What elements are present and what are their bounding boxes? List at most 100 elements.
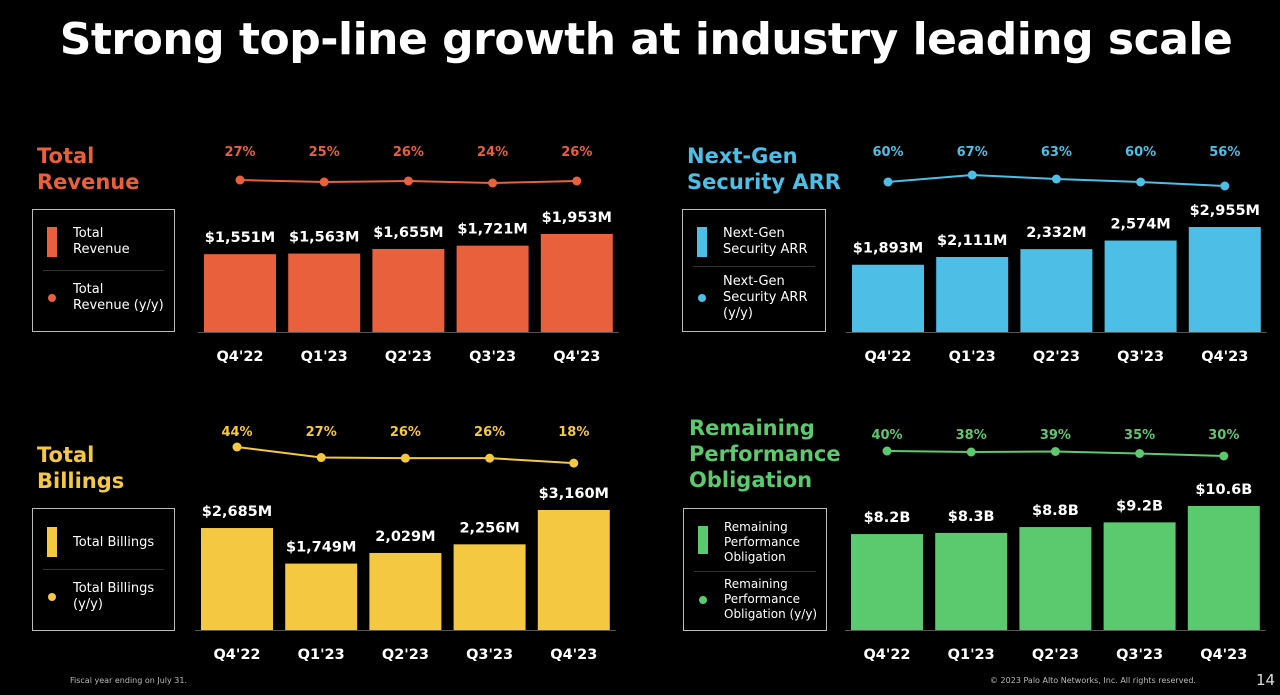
x-tick-label: Q3'23 [1117,349,1164,365]
bar [369,552,442,630]
bar-value-label: $1,655M [373,225,443,241]
dot-swatch-icon [48,294,56,302]
yoy-point [967,170,977,180]
yoy-label: 26% [393,145,424,160]
bar-value-label: 2,332M [1026,225,1086,241]
x-tick-label: Q3'23 [1116,647,1163,663]
yoy-label: 35% [1124,428,1155,443]
bar-swatch-icon [47,227,57,257]
bar-value-label: $8.2B [864,510,911,526]
yoy-label: 39% [1040,428,1071,443]
bar [453,544,526,630]
yoy-label: 44% [221,425,252,440]
yoy-point [235,175,245,185]
x-tick-label: Q2'23 [382,647,429,663]
rpo-legend: Remaining Performance Obligation Remaini… [683,508,827,631]
billings-legend: Total Billings Total Billings (y/y) [32,508,175,631]
bar-value-label: $10.6B [1195,482,1252,498]
yoy-label: 24% [477,145,508,160]
yoy-label: 18% [558,425,589,440]
bar [288,253,361,332]
bar [851,534,923,630]
x-tick-label: Q3'23 [466,647,513,663]
bar-value-label: $1,749M [286,540,356,556]
yoy-point [1051,174,1061,184]
bar [540,234,613,332]
bar [1103,522,1176,630]
yoy-point [319,177,329,187]
yoy-point [569,458,579,468]
bar-value-label: 2,029M [375,529,435,545]
bar [201,528,273,630]
billings-panel-title: Total Billings [37,443,125,493]
bar-value-label: $8.8B [1032,503,1079,519]
x-tick-label: Q4'22 [863,647,910,663]
yoy-point [1220,181,1230,191]
bar-value-label: $1,721M [457,222,527,238]
revenue-legend: Total Revenue Total Revenue (y/y) [32,209,175,332]
yoy-label: 38% [956,428,987,443]
page-number: 14 [1256,671,1276,689]
bar-value-label: $1,953M [542,210,612,226]
bar-swatch-icon [698,526,708,554]
bar-value-label: 2,574M [1110,217,1170,233]
yoy-label: 26% [474,425,505,440]
yoy-point [485,453,495,463]
x-tick-label: Q4'23 [550,647,597,663]
x-tick-label: Q1'23 [298,647,345,663]
revenue-panel-title: Total Revenue [37,144,140,194]
yoy-point [403,176,413,186]
legend-line-label: Total Revenue (y/y) [73,282,164,313]
legend-divider [43,270,164,271]
yoy-label: 30% [1208,428,1239,443]
copyright: © 2023 Palo Alto Networks, Inc. All righ… [990,676,1196,685]
yoy-label: 26% [561,145,592,160]
arr-panel-title: Next-Gen Security ARR [687,144,841,194]
legend-line-label: Remaining Performance Obligation (y/y) [724,577,818,621]
x-tick-label: Q4'22 [213,647,260,663]
bar-value-label: $1,551M [205,230,275,246]
yoy-point [882,446,892,456]
legend-bar-label: Total Billings [73,535,155,550]
yoy-label: 67% [957,145,988,160]
yoy-label: 60% [1125,145,1156,160]
x-tick-label: Q2'23 [1033,349,1080,365]
bar-value-label: $9.2B [1116,498,1163,514]
dot-swatch-icon [698,294,706,302]
bar-value-label: $3,160M [539,486,609,502]
bar [1104,240,1177,332]
yoy-point [1135,449,1145,458]
bar [1019,527,1092,630]
yoy-point [1050,447,1060,456]
bar-swatch-icon [47,527,57,557]
bar-value-label: $2,955M [1190,203,1260,219]
yoy-point [1136,177,1146,187]
bar-value-label: 2,256M [459,520,519,536]
x-tick-label: Q2'23 [385,349,432,365]
x-tick-label: Q1'23 [301,349,348,365]
yoy-point [1219,451,1229,461]
bar [936,256,1009,332]
yoy-label: 27% [224,145,255,160]
footnote: Fiscal year ending on July 31. [70,676,188,685]
yoy-point [883,177,893,187]
dot-swatch-icon [48,593,56,601]
yoy-label: 56% [1209,145,1240,160]
bar-value-label: $2,111M [937,233,1007,249]
dot-swatch-icon [699,596,707,604]
yoy-label: 63% [1041,145,1072,160]
bar-value-label: $2,685M [202,504,272,520]
yoy-point [572,176,582,186]
bar [935,532,1008,630]
bar-swatch-icon [697,227,707,257]
legend-bar-label: Total Revenue [73,226,130,257]
yoy-label: 40% [871,428,902,443]
bar [204,254,276,332]
bar [1188,227,1261,332]
x-tick-label: Q1'23 [948,647,995,663]
x-tick-label: Q4'23 [553,349,600,365]
yoy-label: 26% [390,425,421,440]
yoy-label: 27% [306,425,337,440]
x-tick-label: Q4'22 [216,349,263,365]
